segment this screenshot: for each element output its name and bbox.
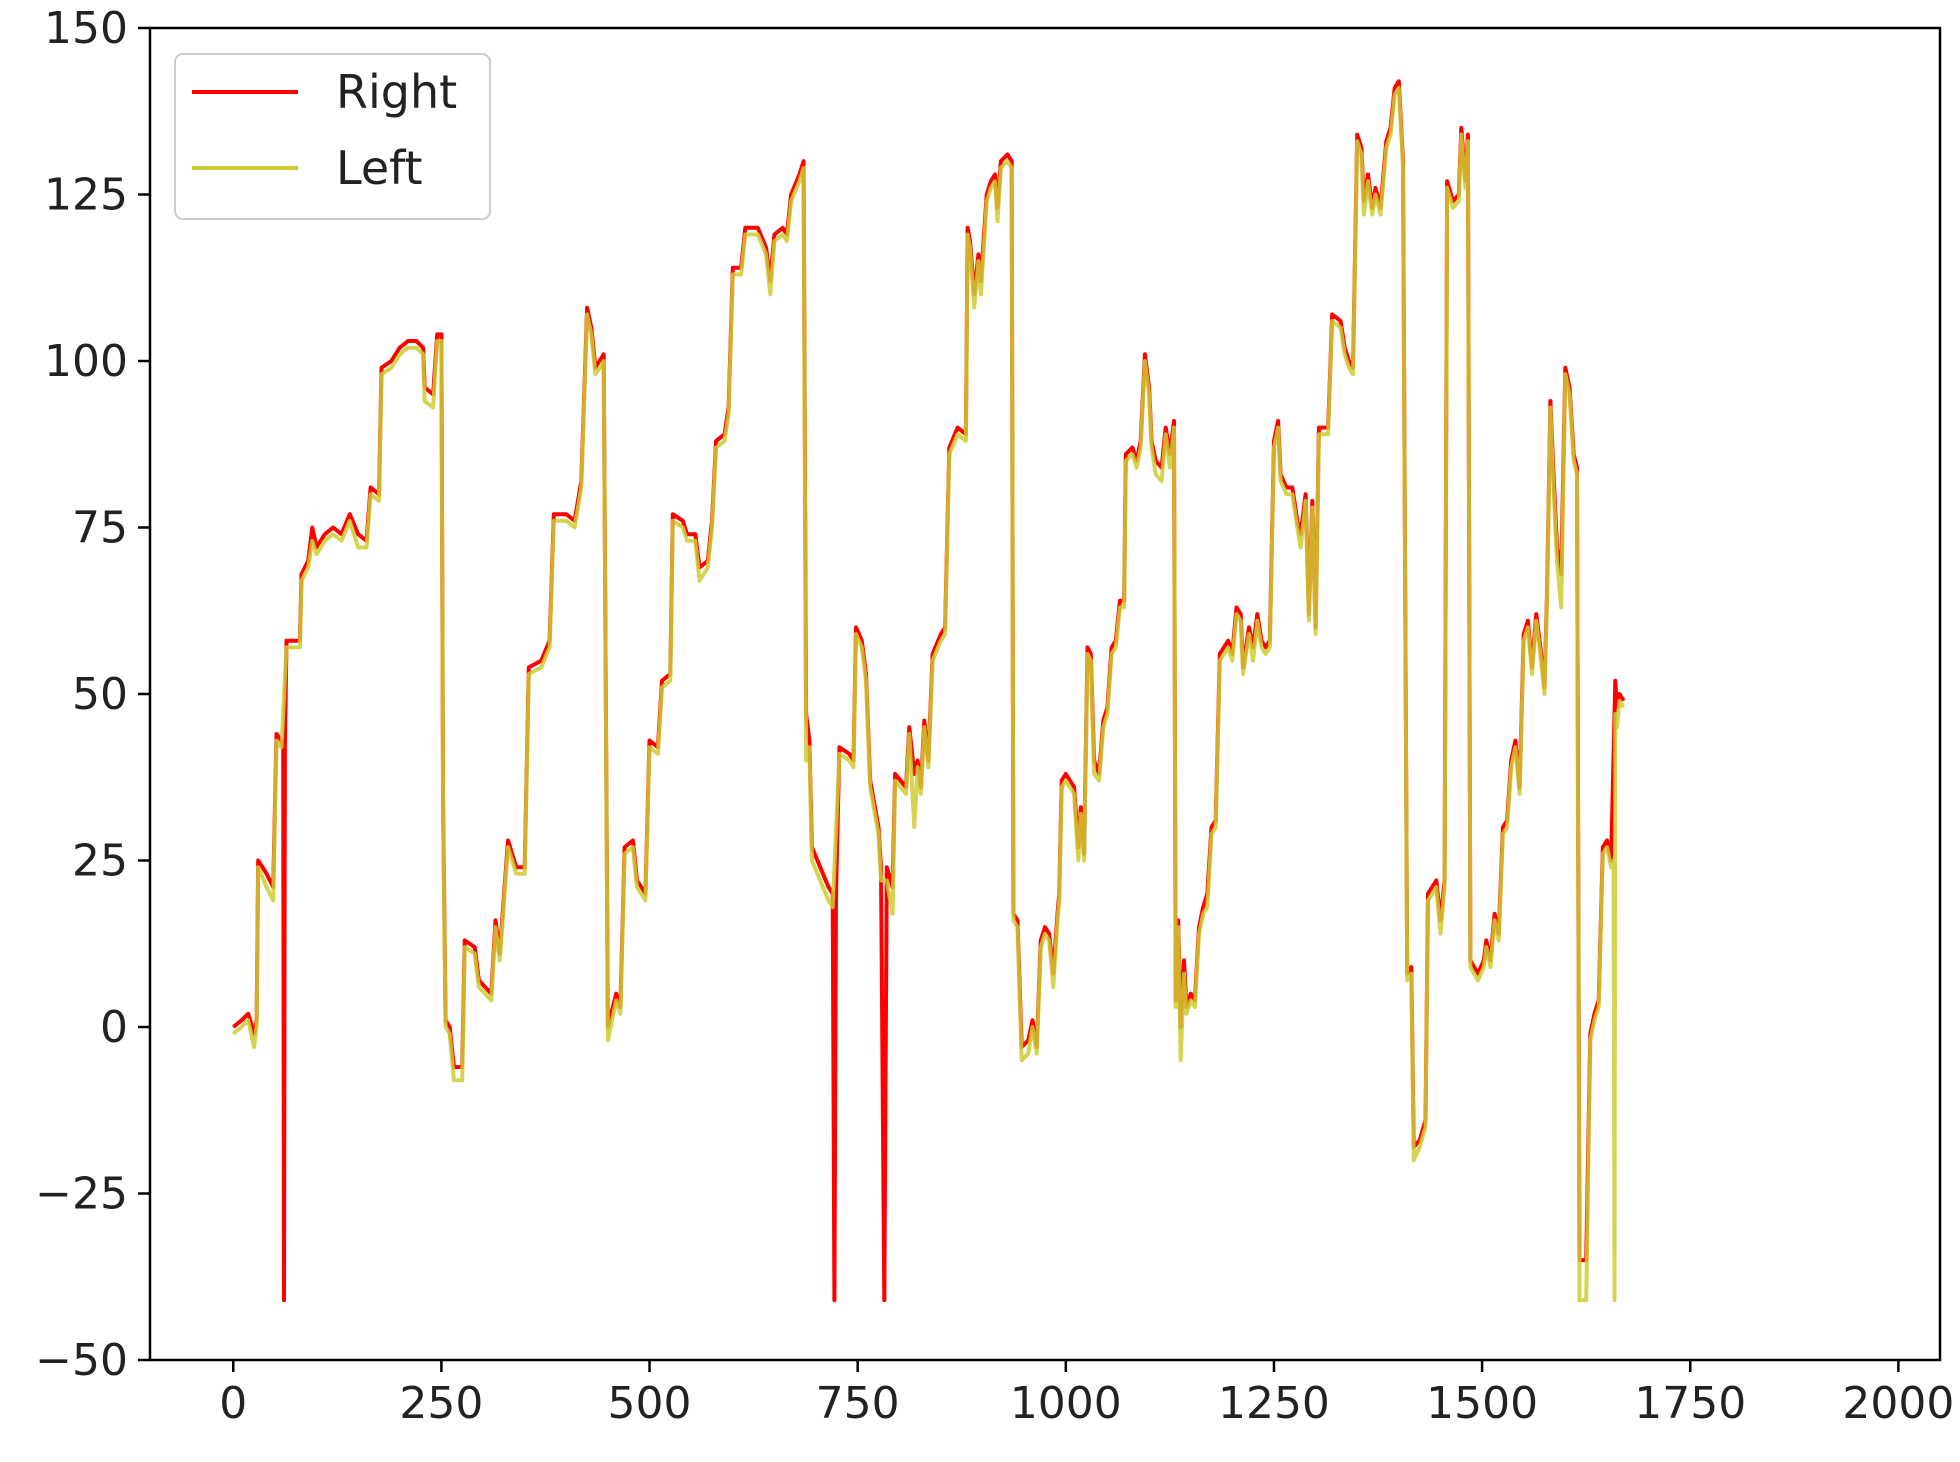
- plot-lines: [232, 79, 1626, 1303]
- x-tick-label: 1750: [1634, 1378, 1746, 1429]
- y-tick-label: 100: [44, 336, 128, 387]
- y-tick-label: −50: [35, 1335, 128, 1386]
- y-tick-label: 50: [72, 669, 128, 720]
- y-tick-label: 75: [72, 503, 128, 554]
- legend-label-right: Right: [336, 65, 457, 119]
- y-tick-label: 25: [72, 836, 128, 887]
- y-tick-label: −25: [35, 1169, 128, 1220]
- y-tick-label: 125: [44, 170, 128, 221]
- x-tick-label: 1000: [1010, 1378, 1122, 1429]
- x-tick-label: 0: [219, 1378, 247, 1429]
- x-tick-label: 750: [816, 1378, 900, 1429]
- y-tick-label: 0: [100, 1002, 128, 1053]
- axes: 0 250 500 750 1000 1250 1500 1750 2000 −50 −25 0 25 5…: [35, 3, 1954, 1429]
- legend-label-left: Left: [336, 141, 423, 195]
- x-tick-label: 250: [399, 1378, 483, 1429]
- legend-items: Right Left: [192, 65, 457, 195]
- legend: Right Left: [174, 53, 491, 220]
- series-line-left: [232, 85, 1626, 1303]
- y-tick-label: 150: [44, 3, 128, 54]
- x-tick-label: 2000: [1842, 1378, 1954, 1429]
- x-tick-label: 1500: [1426, 1378, 1538, 1429]
- x-tick-label: 500: [608, 1378, 692, 1429]
- x-tick-label: 1250: [1218, 1378, 1330, 1429]
- legend-box: [174, 53, 491, 220]
